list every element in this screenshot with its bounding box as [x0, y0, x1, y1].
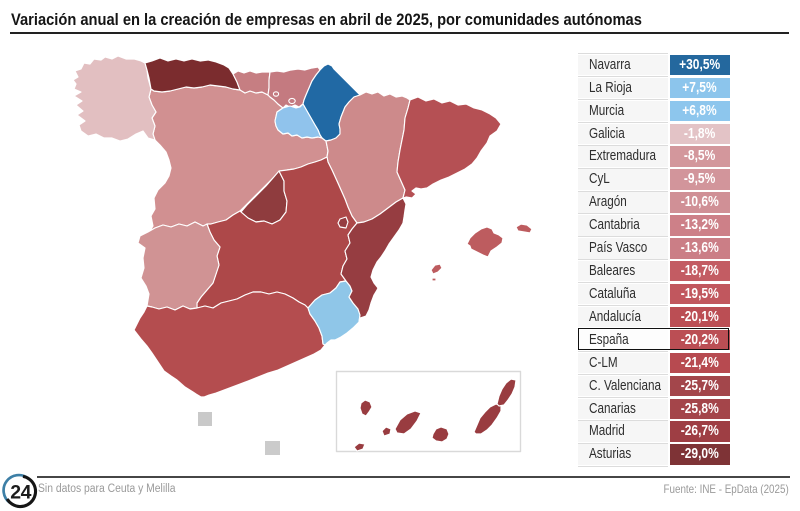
svg-text:24: 24 [10, 482, 31, 504]
